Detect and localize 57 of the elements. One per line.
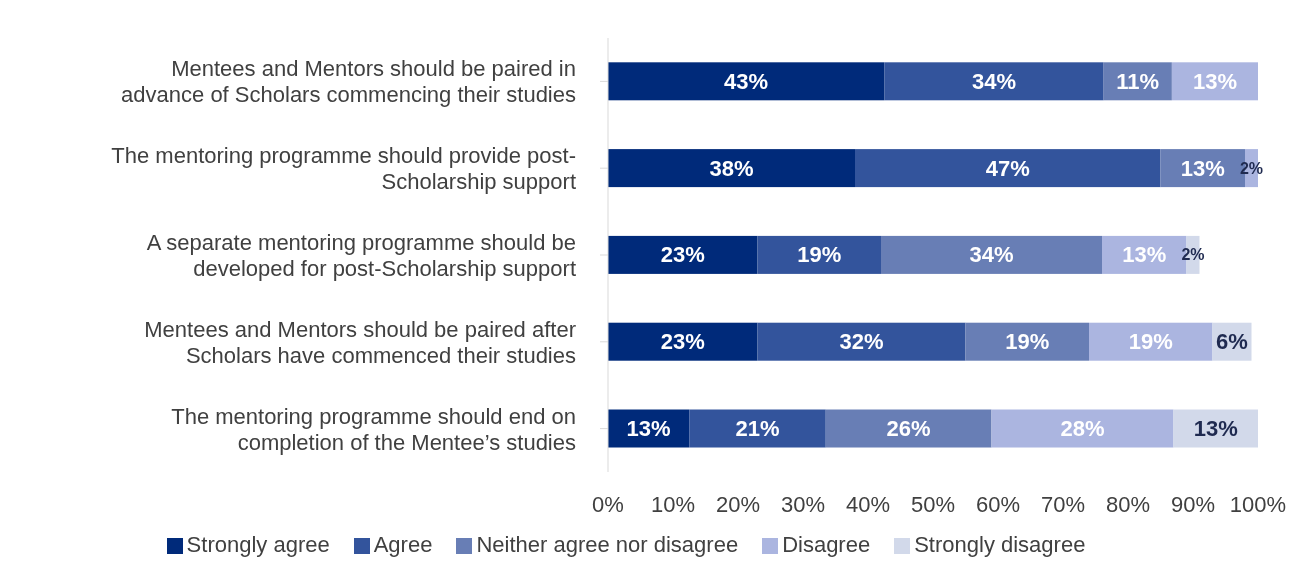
bar xyxy=(608,235,758,274)
data-label: 19% xyxy=(1005,329,1050,355)
data-label: 34% xyxy=(969,242,1014,268)
y-tick-label: Mentees and Mentors should be paired in advance of Scholars commencing their studies xyxy=(121,55,576,107)
bar xyxy=(991,409,1174,448)
data-label: 23% xyxy=(660,329,705,355)
bar xyxy=(608,62,885,101)
x-tick-label: 40% xyxy=(845,491,891,517)
data-label: 13% xyxy=(1193,416,1238,441)
bar xyxy=(608,322,758,361)
data-label: 6% xyxy=(1216,329,1248,355)
data-label: 2% xyxy=(1181,246,1205,264)
y-tick-label: The mentoring programme should end on completion of the Mentee’s studies xyxy=(171,403,576,455)
bar xyxy=(1089,322,1213,361)
y-tick-label: The mentoring programme should provide post-Scholarship support xyxy=(111,142,576,194)
data-label: 13% xyxy=(626,416,671,441)
x-tick-label: 100% xyxy=(1229,491,1287,517)
bar xyxy=(689,409,826,448)
bar xyxy=(825,409,992,448)
legend-label: Strongly agree xyxy=(186,532,330,557)
bar xyxy=(965,322,1089,361)
data-label: 13% xyxy=(1180,155,1225,181)
bar xyxy=(855,149,1161,188)
x-tick-label: 0% xyxy=(592,491,624,517)
x-tick-label: 50% xyxy=(910,491,956,517)
x-tick-label: 70% xyxy=(1040,491,1086,517)
bar xyxy=(757,322,966,361)
data-label: 28% xyxy=(1060,416,1105,441)
bar xyxy=(608,149,855,188)
data-label: 11% xyxy=(1116,68,1160,94)
x-tick-label: 30% xyxy=(780,491,826,517)
legend-label: Neither agree nor disagree xyxy=(476,532,739,557)
y-tick-label: A separate mentoring programme should be developed for post-Scholarship support xyxy=(146,229,576,281)
data-label: 38% xyxy=(709,155,754,181)
data-label: 13% xyxy=(1122,242,1167,268)
data-label: 47% xyxy=(985,155,1030,181)
x-tick-label: 20% xyxy=(715,491,761,517)
data-label: 19% xyxy=(797,242,842,268)
data-label: 32% xyxy=(839,329,884,355)
data-label: 13% xyxy=(1192,68,1237,94)
legend-label: Disagree xyxy=(782,532,871,557)
x-tick-label: 90% xyxy=(1170,491,1216,517)
y-tick-label: Mentees and Mentors should be paired after Scholars have commenced their studies xyxy=(144,316,576,368)
legend-label: Strongly disagree xyxy=(914,532,1086,557)
data-label: 43% xyxy=(724,68,769,94)
bar xyxy=(881,235,1102,274)
data-label: 21% xyxy=(735,416,780,441)
bar xyxy=(757,235,881,274)
x-tick-label: 80% xyxy=(1105,491,1151,517)
legend-label: Agree xyxy=(373,532,433,557)
bar xyxy=(884,62,1104,101)
data-label: 26% xyxy=(886,416,931,441)
x-tick-label: 10% xyxy=(650,491,696,517)
data-label: 19% xyxy=(1128,329,1173,355)
x-tick-label: 60% xyxy=(975,491,1021,517)
data-label: 34% xyxy=(971,68,1016,94)
data-label: 23% xyxy=(660,242,705,268)
